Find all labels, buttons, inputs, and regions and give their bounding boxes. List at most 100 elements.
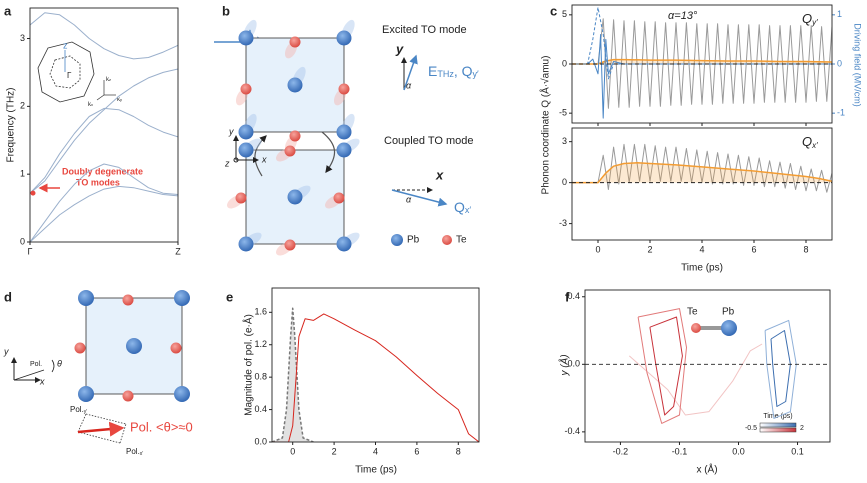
pol-label: Pol.x′ [126, 447, 143, 457]
series-line [30, 185, 178, 242]
text: x′ [811, 141, 818, 150]
plot-frame [29, 7, 179, 243]
series-line [572, 34, 832, 119]
series-line [637, 308, 687, 424]
atom [240, 83, 252, 95]
x-tick-label: 8 [456, 446, 461, 456]
atom [78, 290, 94, 306]
y-tick-label: 0 [562, 58, 567, 68]
text: E [428, 63, 437, 79]
k: k [88, 102, 92, 108]
pol-label: Pol. [30, 361, 42, 368]
atom [721, 320, 737, 336]
y2-tick-label: 0 [837, 58, 842, 68]
y-tick-label: 0.0 [567, 359, 580, 369]
atom [336, 142, 352, 158]
x-tick-label: 8 [803, 244, 808, 254]
area [572, 59, 832, 64]
y-tick-label: 1 [20, 169, 25, 179]
x-tick-label: -0.1 [672, 446, 688, 456]
series-line [572, 162, 832, 184]
k-sub: y [120, 97, 122, 102]
axis-letter: y [228, 126, 234, 136]
y-axis-label: y (Å) [558, 354, 571, 376]
axis-letter: y [395, 41, 404, 56]
text: Q [802, 134, 812, 149]
atom [78, 386, 94, 402]
y-tick-label: 0.4 [567, 291, 580, 301]
text: y′ [811, 18, 818, 27]
arrow [321, 131, 336, 173]
mode-title: Excited TO mode [382, 24, 467, 36]
atom [238, 124, 254, 140]
y2-tick-label: 1 [837, 9, 842, 19]
area [572, 162, 832, 183]
series-line [30, 68, 178, 194]
angle: α [406, 194, 412, 204]
x-tick-label: -0.2 [613, 446, 629, 456]
axis-letter: y [3, 346, 9, 356]
annotation: Doubly degenerate [62, 166, 143, 176]
y-tick-label: 0.8 [254, 372, 267, 382]
y-tick-label: 0 [562, 177, 567, 187]
text: y′ [473, 69, 480, 79]
colorbar-tick: -0.5 [745, 425, 757, 432]
atom [336, 30, 352, 46]
legend-label: Pb [407, 235, 420, 246]
panel-label: b [222, 3, 230, 18]
atom [289, 36, 301, 48]
inset-label: kx [88, 102, 93, 108]
plot-area [585, 308, 830, 424]
x-tick-label: 0.1 [791, 446, 804, 456]
atom [338, 83, 350, 95]
inset-label: z [63, 40, 68, 50]
atom [336, 124, 352, 140]
atom [284, 239, 296, 251]
atom [333, 192, 345, 204]
inset-label: ky [117, 97, 122, 103]
panel-tag: Qx′ [802, 134, 818, 150]
series-line [572, 18, 832, 109]
x-tick-label: 0 [595, 244, 600, 254]
mode-title: Coupled TO mode [384, 135, 473, 147]
inset-label: Γ [67, 71, 72, 80]
arrow [254, 135, 267, 177]
panel-label: e [226, 289, 233, 304]
panel-label: f [565, 289, 570, 304]
inset-label: kz [106, 77, 111, 83]
x-axis-label: Time (ps) [355, 465, 397, 476]
frame-axes [233, 135, 259, 163]
panel-label: d [4, 289, 12, 304]
axis-letter: x [435, 167, 444, 182]
x-tick-label: Z [175, 246, 181, 256]
atom-label: Te [687, 307, 698, 318]
k-axes [96, 80, 116, 101]
x-tick-label: 2 [647, 244, 652, 254]
colorbar [759, 422, 797, 428]
axis-letter: z [224, 158, 230, 168]
axis-letter: x [39, 376, 45, 386]
x-tick-label: 4 [373, 446, 378, 456]
series-line [572, 7, 832, 80]
text: Q [454, 199, 465, 215]
atom-label: Pb [722, 307, 735, 318]
k-sub: x [91, 102, 93, 107]
arrow [391, 189, 448, 207]
arrow [403, 54, 418, 91]
y-tick-label: -0.4 [564, 426, 580, 436]
plot-frame [271, 287, 480, 443]
atom [691, 323, 701, 333]
highlight-point [30, 190, 36, 196]
text: Pol. [126, 447, 140, 456]
y-tick-label: 5 [562, 9, 567, 19]
x-tick-label: Γ [28, 246, 33, 256]
series-line [30, 12, 178, 60]
plot-frame [571, 4, 833, 124]
k-sub: z [109, 77, 111, 82]
y-tick-label: 1.6 [254, 307, 267, 317]
axis-letter: x [261, 154, 267, 164]
atom [122, 294, 134, 306]
colorbar-tick: 2 [800, 425, 804, 432]
x-axis-label: x (Å) [696, 463, 717, 476]
atom [287, 77, 303, 93]
